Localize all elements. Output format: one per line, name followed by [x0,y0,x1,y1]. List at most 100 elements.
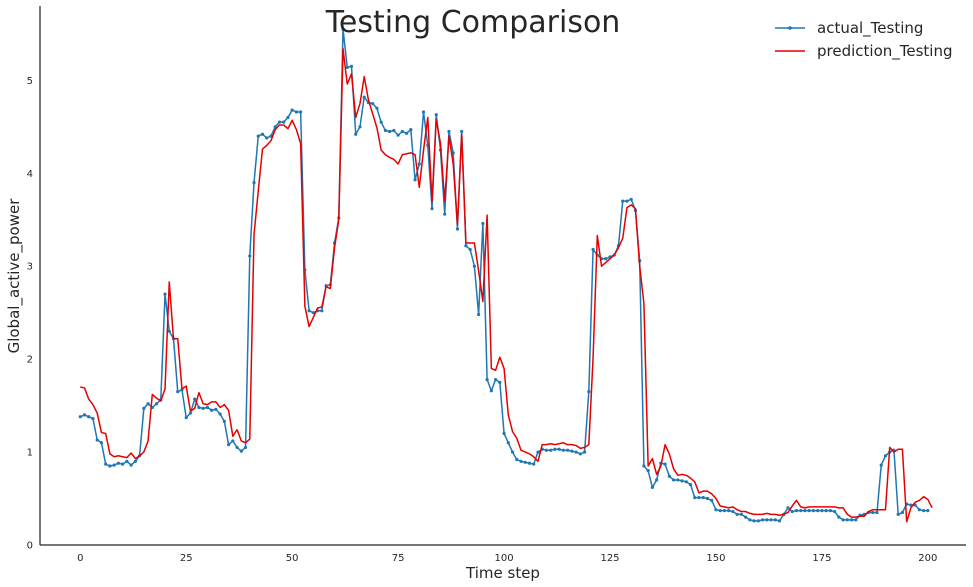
data-point [311,311,315,315]
series-layer [78,27,933,523]
data-point [256,134,260,138]
data-point [502,431,506,436]
data-point [756,519,760,523]
data-point [362,95,366,99]
data-point [341,27,345,31]
data-point [744,515,748,519]
data-point [896,512,900,516]
data-point [91,417,95,421]
data-point [451,151,455,155]
data-point [833,509,837,514]
data-point [472,264,476,268]
x-tick-label: 50 [286,553,299,564]
data-point [104,462,108,466]
x-tick-label: 25 [180,553,193,564]
data-point [443,212,447,216]
data-point [265,136,269,140]
data-point [684,480,688,484]
x-tick-label: 200 [918,553,937,564]
axes [39,6,966,546]
series-line-prediction [80,48,933,523]
data-point [409,128,413,132]
legend-label-prediction: prediction_Testing [817,42,953,61]
data-point [214,407,218,411]
data-point [489,389,493,393]
x-tick-label: 150 [706,553,725,564]
data-point [794,509,799,513]
data-point [760,518,765,522]
data-point [468,247,472,252]
data-point [231,439,235,443]
data-point [95,438,99,442]
x-tick-label: 100 [495,553,514,564]
data-point [349,64,354,69]
data-point [485,377,489,382]
data-point [807,509,811,513]
data-point [718,509,722,513]
data-point [557,447,561,451]
data-point [532,462,536,466]
data-point [752,519,756,523]
data-point [282,120,286,124]
data-point [701,496,705,500]
legend-label-actual: actual_Testing [817,19,923,38]
data-point [582,450,587,454]
data-point [146,402,150,406]
legend: actual_Testing prediction_Testing [775,19,953,61]
data-point [515,457,519,462]
legend-marker-actual [788,26,792,30]
data-point [655,478,659,482]
data-point [460,129,464,134]
data-point [226,443,231,447]
data-point [142,406,146,410]
data-point [671,478,676,482]
data-point [455,227,460,231]
data-point [769,518,773,522]
data-point [371,101,375,106]
data-point [383,128,387,133]
data-point [646,469,650,473]
data-point [99,441,104,445]
data-point [561,448,565,452]
data-point [464,244,468,248]
data-point [871,510,875,515]
data-point [722,509,727,513]
data-point [680,479,684,483]
data-point [693,496,697,500]
chart-title: Testing Comparison [325,5,621,40]
y-tick-label: 1 [27,448,33,459]
data-point [621,199,625,203]
data-point [239,449,243,453]
data-point [167,329,171,333]
data-point [210,408,214,412]
data-point [710,498,714,502]
data-point [87,415,91,419]
data-point [400,129,404,134]
data-point [705,496,710,501]
data-point [434,113,438,117]
data-point [650,485,654,489]
data-point [477,312,481,317]
data-point [879,463,883,467]
y-tick-label: 3 [27,262,33,273]
data-point [82,413,87,417]
data-point [498,380,502,384]
data-point [176,390,180,394]
data-point [260,132,265,136]
data-point [188,411,193,415]
data-point [549,448,553,452]
data-point [510,450,515,454]
data-point [697,496,701,500]
data-point [777,519,782,523]
data-point [519,459,523,463]
y-tick-label: 4 [27,169,33,180]
data-point [731,509,735,514]
data-point [536,450,540,454]
data-point [430,206,434,211]
data-point [527,461,532,465]
data-point [591,247,595,252]
x-tick-label: 125 [600,553,619,564]
data-point [790,509,794,514]
data-point [922,509,926,513]
